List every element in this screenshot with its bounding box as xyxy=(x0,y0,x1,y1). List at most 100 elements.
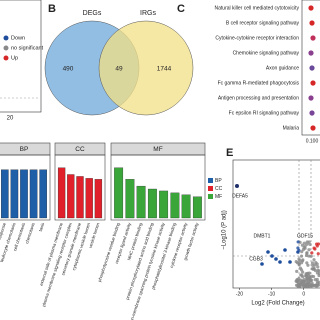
pathway-label: Chemokine signaling pathway xyxy=(233,50,300,56)
bar xyxy=(57,167,66,219)
legend-dot xyxy=(3,55,9,61)
gene-point xyxy=(311,267,315,271)
gene-point xyxy=(305,240,309,244)
gene-point xyxy=(270,254,274,258)
legend-label: Down xyxy=(11,35,25,41)
legend-swatch xyxy=(208,186,213,191)
x-tick-label: -10 xyxy=(268,291,275,297)
gene-point xyxy=(314,260,318,265)
gene-point xyxy=(307,254,311,258)
panel-c-frame xyxy=(301,0,320,136)
set-label: DEGs xyxy=(83,10,102,17)
gene-point xyxy=(311,274,316,279)
set-label: IRGs xyxy=(140,10,156,17)
gene-point xyxy=(297,257,301,261)
gene-point xyxy=(302,241,306,245)
y-axis-label: −Log10 (P adj) xyxy=(222,210,228,249)
panel-label: B xyxy=(48,3,56,15)
gene-point xyxy=(303,246,307,250)
gene-point xyxy=(295,269,299,273)
pathway-label: B cell receptor signaling pathway xyxy=(226,20,300,26)
gene-point xyxy=(297,248,301,252)
gene-label: GDF15 xyxy=(297,233,313,239)
gene-point xyxy=(295,279,299,284)
pathway-dot xyxy=(309,110,315,116)
bar xyxy=(39,169,47,219)
bar xyxy=(159,190,169,219)
pathway-dot xyxy=(310,80,316,86)
gene-point xyxy=(296,246,300,250)
gene-point xyxy=(312,246,316,250)
gene-point xyxy=(313,268,318,273)
facet-label: MF xyxy=(153,146,162,153)
gene-point xyxy=(309,278,313,283)
x-axis-label: Log2 (Fold Change) xyxy=(251,301,304,307)
pathway-label: Natural killer cell mediated cytotoxicit… xyxy=(215,5,300,11)
panel-e-frame xyxy=(232,159,320,289)
x-tick-label: -20 xyxy=(236,291,243,297)
legend-label: no significant xyxy=(11,45,44,51)
gene-point xyxy=(307,273,311,277)
facet-label: BP xyxy=(20,146,29,153)
legend-label: BP xyxy=(215,178,222,184)
pathway-dot xyxy=(308,95,314,101)
gene-point xyxy=(302,280,306,284)
gene-point xyxy=(316,265,320,269)
bar xyxy=(85,178,93,219)
gene-point xyxy=(310,283,314,287)
venn-count: 49 xyxy=(115,66,123,73)
venn-count: 490 xyxy=(63,66,74,73)
gene-point xyxy=(300,243,305,247)
venn-set xyxy=(98,20,194,116)
facet-label: CC xyxy=(75,146,85,153)
gene-label: CGB3 xyxy=(249,256,263,262)
gene-point xyxy=(274,257,278,261)
bar xyxy=(67,174,75,219)
gene-point xyxy=(305,251,309,255)
term-label: chemotaxis xyxy=(24,222,35,244)
gene-point xyxy=(260,262,264,266)
gene-point xyxy=(310,261,315,265)
gene-point xyxy=(306,276,310,281)
gene-point xyxy=(278,260,282,264)
gene-label: DMBT1 xyxy=(254,233,271,239)
panel-label: E xyxy=(226,147,233,159)
gene-point xyxy=(300,273,304,277)
panel-a-frame xyxy=(0,0,42,113)
facet-frame xyxy=(54,154,106,221)
term-label: taxis xyxy=(38,222,45,232)
gene-point xyxy=(310,251,314,255)
pathway-label: Fc gamma R-mediated phagocytosis xyxy=(218,80,300,86)
gene-label: DEFA5 xyxy=(232,193,248,199)
facet-frame xyxy=(0,154,51,221)
pathway-label: Axon guidance xyxy=(266,65,299,71)
gene-point xyxy=(307,248,311,252)
bar xyxy=(29,169,38,219)
bar xyxy=(114,167,124,219)
bar xyxy=(94,179,103,219)
gene-point xyxy=(305,261,309,265)
bar xyxy=(20,169,28,219)
gene-point xyxy=(308,282,312,287)
gene-point xyxy=(317,273,320,278)
bar xyxy=(136,185,146,219)
pathway-label: Fc epsilon RI signaling pathway xyxy=(229,110,300,116)
legend-dot xyxy=(3,45,9,51)
pathway-dot xyxy=(308,5,314,11)
bar xyxy=(192,196,202,219)
gene-point xyxy=(301,270,305,274)
gene-point xyxy=(296,283,300,287)
gene-point xyxy=(315,244,319,248)
gene-point xyxy=(305,283,309,287)
gene-point xyxy=(316,252,320,256)
x-tick-label: 0.100 xyxy=(306,138,319,144)
gene-point xyxy=(300,282,304,286)
bar xyxy=(10,169,19,219)
pathway-dot xyxy=(308,50,314,56)
x-tick-label: 0 xyxy=(302,291,305,297)
pathway-dot xyxy=(310,35,316,41)
pathway-dot xyxy=(309,65,315,71)
gene-point xyxy=(296,240,300,244)
gene-point xyxy=(308,242,312,247)
gene-point xyxy=(309,254,313,258)
